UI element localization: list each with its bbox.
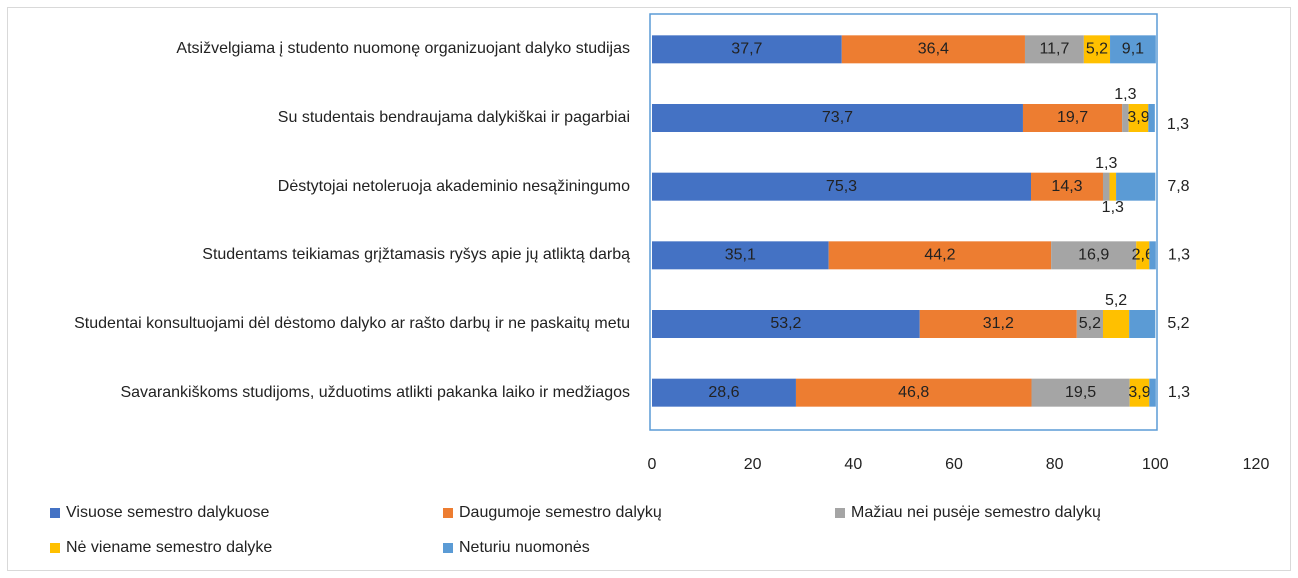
bar-segment (1109, 172, 1117, 201)
value-label: 3,9 (1128, 384, 1150, 401)
value-label: 5,2 (1105, 292, 1127, 309)
x-tick-label: 120 (1243, 456, 1270, 473)
value-label: 2,6 (1132, 247, 1154, 264)
category-label-box: Atsižvelgiama į studento nuomonę organiz… (20, 38, 630, 60)
value-label: 37,7 (731, 41, 762, 58)
bar-segment (1024, 35, 1084, 64)
value-label: 35,1 (725, 247, 756, 264)
bar-segment (1149, 378, 1156, 407)
value-label: 5,2 (1086, 41, 1108, 58)
legend-label: Nė viename semestro dalyke (66, 539, 272, 556)
bar-segment (652, 172, 1032, 201)
x-tick-label: 40 (844, 456, 862, 473)
bar-segment (1136, 241, 1150, 270)
bar-segment (1102, 172, 1110, 201)
bar-segment (1116, 172, 1156, 201)
bar-segment (652, 378, 796, 407)
value-label: 44,2 (924, 247, 955, 264)
category-label: Studentai konsultuojami dėl dėstomo daly… (74, 315, 630, 332)
category-label-box: Savarankiškoms studijoms, užduotims atli… (20, 382, 630, 404)
bar-segment (1083, 35, 1111, 64)
value-label: 3,9 (1127, 109, 1149, 126)
value-label: 14,3 (1051, 178, 1082, 195)
legend-swatch (835, 508, 845, 518)
value-label: 7,8 (1167, 178, 1189, 195)
category-label: Savarankiškoms studijoms, užduotims atli… (120, 383, 630, 401)
bar-segment (652, 310, 920, 338)
bar-segment (1129, 378, 1150, 407)
value-label: 1,3 (1114, 86, 1136, 103)
value-label: 31,2 (983, 315, 1014, 332)
value-label: 75,3 (826, 178, 857, 195)
value-label: 1,3 (1102, 199, 1124, 216)
bar-segment (1128, 104, 1149, 132)
category-label: Dėstytojai netoleruoja akademinio nesąži… (277, 177, 630, 195)
value-label: 1,3 (1167, 116, 1189, 133)
bar-segment (828, 241, 1052, 270)
bar-segment (1122, 104, 1129, 132)
legend-label: Visuose semestro dalykuose (66, 504, 269, 521)
value-label: 11,7 (1039, 41, 1069, 58)
value-label: 46,8 (898, 384, 929, 401)
value-label: 5,2 (1167, 315, 1189, 332)
bar-segment (919, 310, 1077, 338)
legend-label: Neturiu nuomonės (459, 539, 590, 556)
x-tick-label: 60 (945, 456, 963, 473)
legend-swatch (50, 543, 60, 553)
value-label: 9,1 (1122, 41, 1144, 58)
legend-label: Mažiau nei pusėje semestro dalykų (851, 504, 1101, 521)
x-tick-label: 80 (1046, 456, 1064, 473)
legend-swatch (443, 543, 453, 553)
category-label-box: Studentai konsultuojami dėl dėstomo daly… (20, 313, 630, 335)
category-label: Atsižvelgiama į studento nuomonę organiz… (176, 40, 630, 58)
bar-segment (652, 104, 1023, 132)
value-label: 1,3 (1168, 384, 1190, 401)
x-tick-label: 0 (648, 456, 657, 473)
bar-segment (652, 241, 829, 270)
bar-segment (1148, 104, 1155, 132)
bar-segment (841, 35, 1025, 64)
bar-segment (1129, 310, 1156, 338)
category-label-box: Studentams teikiamas grįžtamasis ryšys a… (20, 244, 630, 266)
category-label: Su studentais bendraujama dalykiškai ir … (277, 109, 630, 126)
value-label: 73,7 (822, 109, 853, 126)
legend-label: Daugumoje semestro dalykų (459, 504, 662, 521)
bar-segment (1051, 241, 1137, 270)
value-label: 16,9 (1078, 247, 1109, 264)
legend-swatch (443, 508, 453, 518)
bar-segment (1031, 172, 1103, 201)
plot-border (649, 13, 1158, 431)
x-tick-label: 100 (1142, 456, 1169, 473)
legend-swatch (50, 508, 60, 518)
value-label: 1,3 (1095, 155, 1117, 172)
value-label: 19,7 (1057, 109, 1088, 126)
value-label: 5,2 (1079, 315, 1101, 332)
value-label: 36,4 (918, 41, 949, 58)
bar-segment (1076, 310, 1103, 338)
bar-segment (1031, 378, 1130, 407)
x-tick-label: 20 (744, 456, 762, 473)
bar-segment (652, 35, 842, 64)
category-label-box: Su studentais bendraujama dalykiškai ir … (20, 107, 630, 129)
value-label: 28,6 (708, 384, 739, 401)
bar-segment (1110, 35, 1156, 64)
value-label: 53,2 (770, 315, 801, 332)
bar-segment (1102, 310, 1130, 338)
category-label-box: Dėstytojai netoleruoja akademinio nesąži… (20, 176, 630, 198)
bar-segment (1022, 104, 1123, 132)
bar-segment (1149, 241, 1156, 270)
bar-segment (795, 378, 1032, 407)
chart-border (7, 7, 1291, 571)
category-label: Studentams teikiamas grįžtamasis ryšys a… (202, 246, 630, 264)
value-label: 1,3 (1168, 247, 1190, 264)
value-label: 19,5 (1065, 384, 1096, 401)
